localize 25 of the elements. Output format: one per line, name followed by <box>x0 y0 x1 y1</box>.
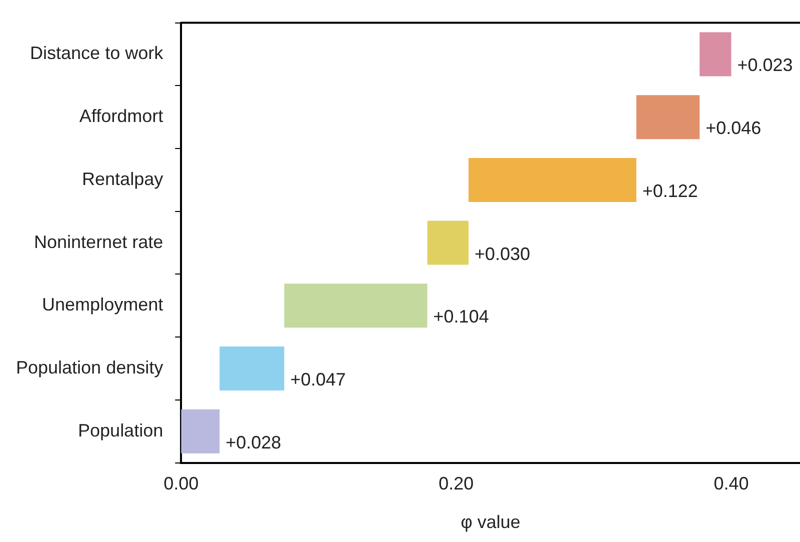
bar <box>700 32 732 76</box>
x-tick-label: 0.40 <box>714 474 749 494</box>
data-label: +0.028 <box>226 432 282 452</box>
bar <box>284 284 428 328</box>
y-tick-label: Population density <box>16 357 164 378</box>
data-label: +0.122 <box>642 180 698 201</box>
y-tick-label: Noninternet rate <box>34 232 164 252</box>
bar <box>427 220 469 265</box>
y-tick-label: Distance to work <box>30 43 164 64</box>
y-tick-label: Rentalpay <box>82 168 164 189</box>
y-tick-label: Affordmort <box>79 106 164 126</box>
y-tick-label: Unemployment <box>42 294 164 315</box>
y-tick-label: Population <box>78 420 164 440</box>
data-label: +0.023 <box>737 55 793 76</box>
data-label: +0.046 <box>706 118 762 138</box>
bar <box>181 409 220 454</box>
x-tick-label: 0.00 <box>164 474 199 494</box>
bar <box>636 95 700 140</box>
data-label: +0.104 <box>433 306 489 327</box>
data-label: +0.030 <box>474 244 530 264</box>
bar <box>220 346 284 391</box>
x-axis-title: φ value <box>460 512 520 532</box>
x-tick-label: 0.20 <box>438 474 474 494</box>
bar <box>468 158 636 202</box>
data-label: +0.047 <box>290 369 346 390</box>
